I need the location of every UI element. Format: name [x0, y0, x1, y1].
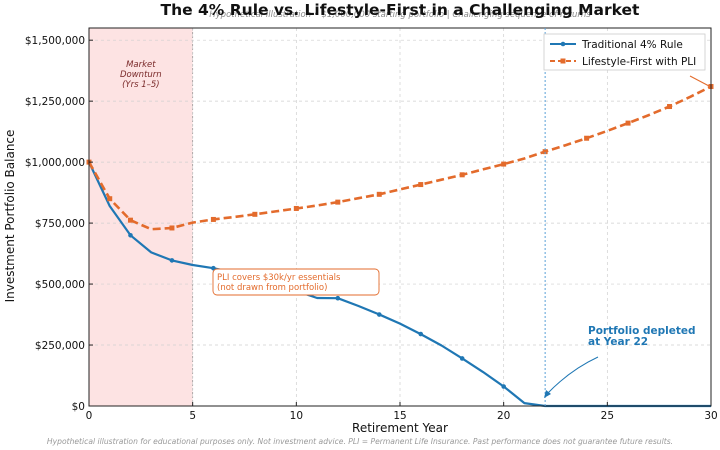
legend-label: Lifestyle-First with PLI: [582, 56, 696, 68]
series-point-2: [625, 120, 631, 126]
series-point-1: [459, 356, 465, 361]
depletion-arrow: [546, 356, 599, 395]
footer-disclaimer: Hypothetical illustration for educationa…: [47, 437, 673, 446]
series-point-2: [459, 172, 465, 178]
downturn-shade: [89, 28, 193, 406]
y-axis-label: Investment Portfolio Balance: [3, 130, 17, 303]
y-tick-label: $750,000: [35, 218, 85, 230]
series-point-2: [127, 217, 133, 223]
x-tick-label: 20: [497, 410, 510, 422]
series-point-2: [293, 205, 299, 211]
x-tick-label: 10: [290, 410, 303, 422]
series-line-2: [87, 85, 712, 231]
y-tick-label: $0: [72, 401, 85, 413]
series-point-2: [335, 199, 341, 205]
chart-subtitle: Hypothetical illustration • $1,000,000 s…: [209, 10, 591, 20]
y-tick-label: $1,000,000: [25, 157, 85, 169]
series-point-1: [418, 331, 424, 337]
pli-note-line: (not drawn from portfolio): [217, 283, 327, 293]
depletion-label-line: Portfolio depleted: [588, 325, 696, 337]
legend-swatch-marker: [560, 58, 566, 64]
series-point-1: [376, 312, 382, 317]
chart-title: The 4% Rule vs. Lifestyle-First in a Cha…: [161, 1, 641, 19]
depletion-arrowhead: [544, 390, 551, 398]
series-point-2: [169, 225, 175, 231]
legend: Traditional 4% Rule Lifestyle-First with …: [543, 33, 706, 71]
series-point-2: [667, 104, 673, 110]
series-point-2: [210, 216, 216, 222]
y-tick-label: $1,250,000: [25, 96, 85, 108]
legend-swatch-marker: [560, 41, 566, 47]
series-point-2: [542, 149, 548, 155]
series-point-1: [169, 258, 175, 263]
pli-note-line: PLI covers $30k/yr essentials: [217, 273, 341, 283]
y-tick-label: $500,000: [35, 279, 85, 291]
series-point-2: [107, 196, 113, 202]
series-point-2: [418, 182, 424, 188]
series-point-2: [501, 161, 507, 167]
legend-box: [543, 33, 706, 71]
downturn-label-line: (Yrs 1–5): [122, 80, 160, 90]
legend-label: Traditional 4% Rule: [581, 39, 683, 51]
depletion-label-line: at Year 22: [588, 336, 648, 348]
axes-layer: 0 5 10 15 20 25 30 $0 $250,000 $500,000 $750,000 $1…: [25, 27, 718, 422]
x-tick-label: 0: [86, 410, 93, 422]
x-tick-label: 5: [189, 410, 196, 422]
pli-note-box: [212, 268, 380, 296]
series-point-1: [335, 295, 341, 301]
x-tick-label: 15: [393, 410, 406, 422]
y-tick-label: $1,500,000: [25, 35, 85, 47]
series-point-1: [501, 384, 506, 389]
downturn-label-line: Market: [126, 60, 156, 70]
series-point-2: [252, 211, 258, 217]
pli-edge-arrow: [689, 75, 710, 87]
series-point-2: [584, 135, 590, 141]
x-tick-label: 25: [601, 410, 614, 422]
y-tick-label: $250,000: [35, 340, 85, 352]
x-tick-label: 30: [704, 410, 717, 422]
downturn-label-line: Downturn: [120, 70, 162, 80]
series-point-2: [376, 191, 382, 197]
x-axis-label: Retirement Year: [352, 421, 448, 435]
series-point-1: [128, 232, 133, 238]
